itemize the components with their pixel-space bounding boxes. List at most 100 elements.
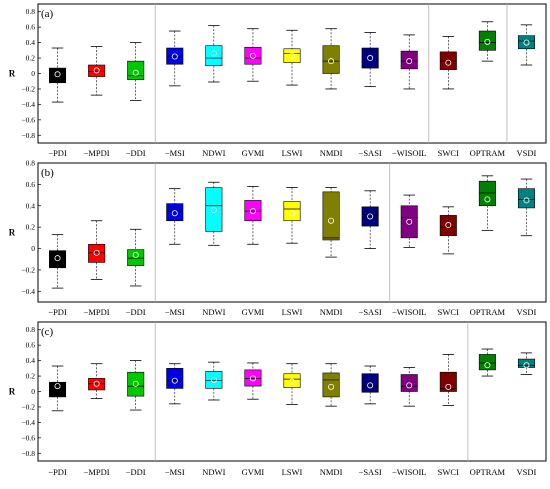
iqr-box	[322, 372, 340, 398]
mean-marker	[406, 382, 413, 389]
y-tick-label: −0.2	[21, 265, 35, 274]
box-nmdi	[322, 363, 340, 407]
mean-marker	[210, 207, 217, 214]
panel-label: (a)	[41, 8, 54, 20]
y-tick-label: −0.4	[21, 287, 35, 296]
mean-marker	[93, 249, 100, 256]
category-label: SWCI	[438, 148, 459, 158]
category-label: OPTRAM	[470, 467, 506, 477]
box-vsdi	[517, 24, 535, 66]
category-label: −DDI	[126, 148, 146, 158]
y-tick-label: 0.4	[26, 38, 36, 47]
category-label: −MPDI	[84, 467, 110, 477]
category-label: LSWI	[282, 467, 303, 477]
y-tick-label: −0.2	[21, 402, 35, 411]
mean-marker	[328, 217, 335, 224]
iqr-box	[244, 200, 262, 222]
category-label: −DDI	[126, 307, 146, 317]
y-axis-title: R	[9, 387, 16, 397]
mean-marker	[54, 383, 61, 390]
y-tick-label: −0.8	[21, 131, 35, 140]
mean-marker	[249, 52, 256, 59]
iqr-box	[361, 47, 379, 69]
iqr-box	[49, 381, 67, 398]
iqr-box	[439, 371, 457, 392]
iqr-box	[127, 371, 145, 397]
y-tick-label: 0	[31, 244, 35, 253]
box-neg-sasi	[361, 190, 379, 249]
category-label: NDWI	[202, 148, 225, 158]
box-optram	[478, 21, 496, 62]
category-label: NDWI	[202, 307, 225, 317]
y-tick-label: −0.4	[21, 418, 35, 427]
box-optram	[478, 348, 496, 377]
y-tick-label: 0	[31, 69, 35, 78]
y-tick-label: 0.2	[26, 372, 36, 381]
box-neg-ddi	[127, 228, 145, 287]
iqr-box	[88, 378, 106, 391]
mean-marker	[132, 251, 139, 258]
iqr-box	[322, 191, 340, 241]
y-tick-label: 0.8	[26, 159, 36, 168]
mean-marker	[288, 52, 295, 59]
category-label: −MSI	[165, 467, 185, 477]
category-label: −DDI	[126, 467, 146, 477]
box-lswi	[283, 187, 301, 244]
y-tick-label: −0.8	[21, 449, 35, 458]
mean-marker	[484, 196, 491, 203]
category-label: −MSI	[165, 307, 185, 317]
mean-marker	[210, 376, 217, 383]
iqr-box	[517, 358, 535, 368]
box-neg-ddi	[127, 42, 145, 101]
category-label: GVMI	[242, 307, 265, 317]
iqr-box	[88, 64, 106, 77]
category-label: −MSI	[165, 148, 185, 158]
plot-frame	[37, 162, 547, 303]
y-tick-label: 0.8	[26, 7, 36, 16]
category-label: −MPDI	[84, 307, 110, 317]
iqr-box	[49, 67, 67, 84]
y-tick-label: 0.4	[26, 201, 36, 210]
box-ndwi	[205, 25, 223, 83]
iqr-box	[244, 46, 262, 65]
mean-marker	[445, 59, 452, 66]
mean-marker	[523, 39, 530, 46]
category-label: LSWI	[282, 148, 303, 158]
category-label: VSDI	[517, 307, 537, 317]
box-neg-sasi	[361, 32, 379, 88]
category-label: −WISOIL	[392, 148, 427, 158]
mean-marker	[210, 50, 217, 57]
box-optram	[478, 175, 496, 231]
iqr-box	[517, 188, 535, 209]
box-gvmi	[244, 362, 262, 400]
y-tick-label: 0	[31, 387, 35, 396]
category-label: SWCI	[438, 467, 459, 477]
iqr-box	[400, 50, 418, 70]
iqr-box	[205, 187, 223, 232]
y-tick-label: 0.6	[26, 23, 36, 32]
mean-marker	[445, 222, 452, 229]
box-vsdi	[517, 178, 535, 237]
y-tick-label: −0.4	[21, 100, 35, 109]
mean-marker	[328, 58, 335, 65]
category-label: −PDI	[48, 148, 67, 158]
box-lswi	[283, 363, 301, 406]
mean-marker	[523, 362, 530, 369]
box-neg-wisoil	[400, 367, 418, 407]
category-label: VSDI	[517, 148, 537, 158]
mean-marker	[171, 210, 178, 217]
box-swci	[439, 354, 457, 406]
y-tick-label: 0.4	[26, 356, 36, 365]
box-neg-ddi	[127, 360, 145, 411]
mean-marker	[484, 38, 491, 45]
iqr-box	[49, 250, 67, 269]
mean-marker	[249, 208, 256, 215]
y-tick-label: 0.6	[26, 180, 36, 189]
box-neg-msi	[166, 188, 184, 245]
box-neg-mpdi	[88, 46, 106, 96]
box-lswi	[283, 29, 301, 86]
mean-marker	[406, 58, 413, 65]
box-nmdi	[322, 28, 340, 90]
box-neg-pdi	[49, 47, 67, 103]
category-label: NMDI	[320, 467, 343, 477]
